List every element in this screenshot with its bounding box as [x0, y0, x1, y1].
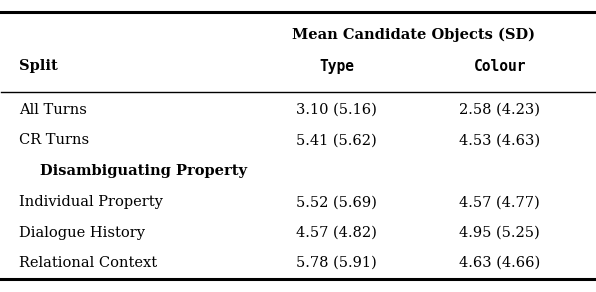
Text: Split: Split: [19, 60, 58, 74]
Text: Relational Context: Relational Context: [19, 256, 157, 270]
Text: 5.78 (5.91): 5.78 (5.91): [296, 256, 377, 270]
Text: 5.41 (5.62): 5.41 (5.62): [296, 133, 377, 147]
Text: All Turns: All Turns: [19, 103, 87, 117]
Text: 4.63 (4.66): 4.63 (4.66): [459, 256, 541, 270]
Text: 4.57 (4.77): 4.57 (4.77): [460, 195, 540, 209]
Text: 5.52 (5.69): 5.52 (5.69): [296, 195, 377, 209]
Text: CR Turns: CR Turns: [19, 133, 89, 147]
Text: Dialogue History: Dialogue History: [19, 226, 145, 240]
Text: Individual Property: Individual Property: [19, 195, 163, 209]
Text: Mean Candidate Objects (SD): Mean Candidate Objects (SD): [292, 27, 535, 42]
Text: Colour: Colour: [473, 59, 526, 74]
Text: Disambiguating Property: Disambiguating Property: [40, 164, 247, 178]
Text: Type: Type: [319, 59, 354, 74]
Text: 3.10 (5.16): 3.10 (5.16): [296, 103, 377, 117]
Text: 4.57 (4.82): 4.57 (4.82): [296, 226, 377, 240]
Text: 4.53 (4.63): 4.53 (4.63): [459, 133, 540, 147]
Text: 4.95 (5.25): 4.95 (5.25): [460, 226, 540, 240]
Text: 2.58 (4.23): 2.58 (4.23): [459, 103, 540, 117]
